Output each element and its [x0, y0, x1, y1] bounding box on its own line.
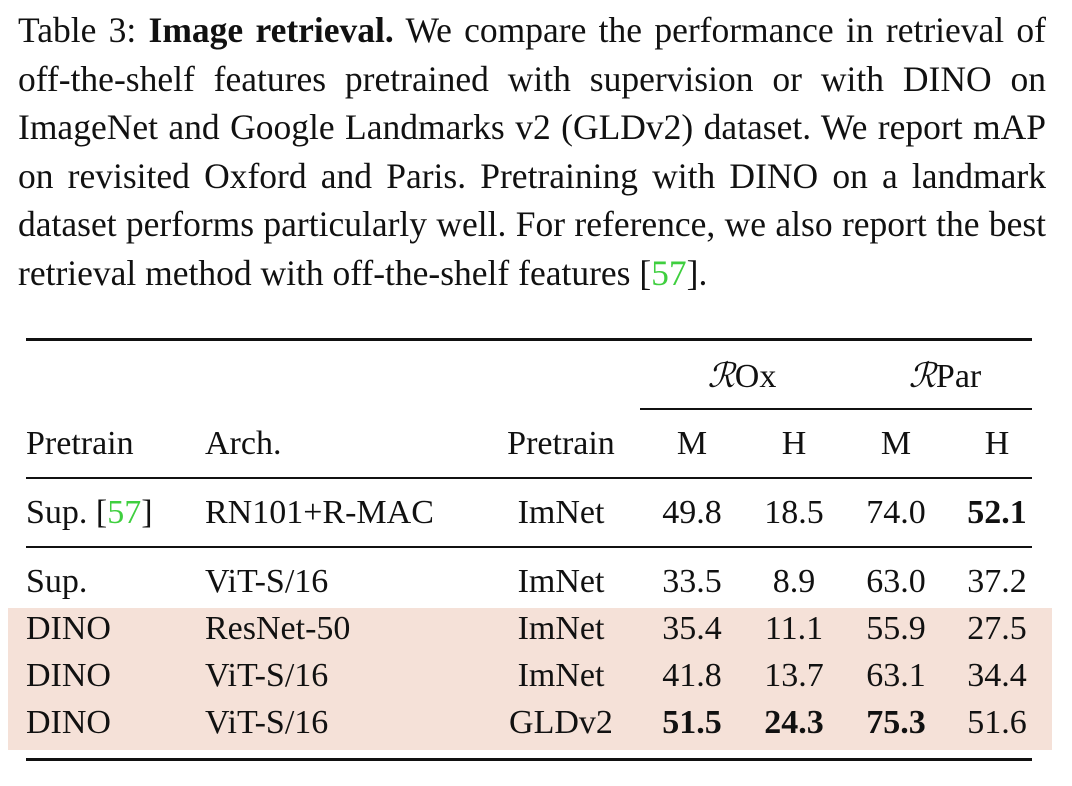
- cell-pretrain: Sup.: [26, 563, 88, 600]
- cell-arch: ResNet-50: [205, 610, 351, 647]
- group-header-roxford: ℛOx: [640, 356, 844, 397]
- group-header-rparis-suffix: Par: [935, 358, 982, 395]
- cell-dataset: ImNet: [517, 563, 605, 600]
- cell-roxford-hard: 11.1: [764, 610, 824, 647]
- caption-citation-link[interactable]: 57: [651, 252, 687, 293]
- cell-rparis-hard: 27.5: [967, 610, 1027, 647]
- column-header-roxford-medium: M: [676, 425, 708, 462]
- cell-rparis-hard: 37.2: [967, 563, 1027, 600]
- cell-roxford-medium: 41.8: [662, 657, 722, 694]
- cell-arch: ViT-S/16: [205, 704, 329, 741]
- cell-pretrain: Sup. [57]: [26, 493, 153, 533]
- table-bottom-rule: [26, 758, 1032, 761]
- cell-dataset: ImNet: [517, 657, 605, 694]
- column-header-arch: Arch.: [205, 425, 282, 462]
- cell-roxford-hard: 13.7: [764, 657, 824, 694]
- column-header-rparis-medium: M: [880, 425, 912, 462]
- cell-rparis-hard: 52.1: [967, 494, 1027, 531]
- cell-roxford-medium: 35.4: [662, 610, 722, 647]
- column-header-rparis-hard: H: [984, 425, 1010, 462]
- cell-roxford-hard: 18.5: [764, 494, 824, 531]
- group-header-rparis-symbol: ℛ: [908, 356, 936, 396]
- column-header-pretrain-dataset: Pretrain: [507, 425, 615, 462]
- cell-rparis-medium: 55.9: [866, 610, 926, 647]
- cell-roxford-medium: 51.5: [662, 704, 722, 741]
- cell-arch: ViT-S/16: [205, 563, 329, 600]
- cell-dataset: ImNet: [517, 494, 605, 531]
- cell-rparis-medium: 74.0: [866, 494, 926, 531]
- column-header-pretrain-method: Pretrain: [26, 425, 134, 462]
- group-header-roxford-suffix: Ox: [734, 358, 777, 395]
- column-header-roxford-hard: H: [781, 425, 807, 462]
- cell-pretrain: DINO: [26, 704, 111, 741]
- cell-rparis-hard: 34.4: [967, 657, 1027, 694]
- group-header-rule: [640, 408, 1032, 410]
- row-citation-link[interactable]: 57: [107, 494, 142, 531]
- cell-arch: ViT-S/16: [205, 657, 329, 694]
- caption-body: We compare the performance in retrieval …: [18, 10, 1047, 293]
- group-header-rparis: ℛPar: [844, 356, 1046, 397]
- caption-title: Image retrieval.: [148, 10, 394, 50]
- cell-roxford-hard: 24.3: [764, 704, 824, 741]
- caption-label: Table 3:: [18, 10, 137, 50]
- cell-roxford-hard: 8.9: [772, 563, 816, 600]
- cell-rparis-medium: 63.0: [866, 563, 926, 600]
- cell-pretrain-suffix: ]: [141, 494, 153, 531]
- cell-arch: RN101+R-MAC: [205, 494, 434, 531]
- caption-body-end: ].: [686, 252, 708, 293]
- reference-row-rule: [26, 546, 1032, 548]
- cell-pretrain: DINO: [26, 657, 111, 694]
- table-caption: Table 3: Image retrieval. We compare the…: [18, 6, 1046, 297]
- cell-roxford-medium: 33.5: [662, 563, 722, 600]
- cell-pretrain: DINO: [26, 610, 111, 647]
- cell-pretrain-prefix: Sup. [: [26, 494, 108, 531]
- dino-rows-highlight: [8, 608, 1052, 750]
- cell-dataset: ImNet: [517, 610, 605, 647]
- cell-dataset: GLDv2: [509, 704, 613, 741]
- group-header-roxford-symbol: ℛ: [707, 356, 735, 396]
- cell-roxford-medium: 49.8: [662, 494, 722, 531]
- header-bottom-rule: [26, 477, 1032, 479]
- cell-rparis-hard: 51.6: [967, 704, 1027, 741]
- table-top-rule: [26, 338, 1032, 341]
- cell-rparis-medium: 63.1: [866, 657, 926, 694]
- cell-rparis-medium: 75.3: [866, 704, 926, 741]
